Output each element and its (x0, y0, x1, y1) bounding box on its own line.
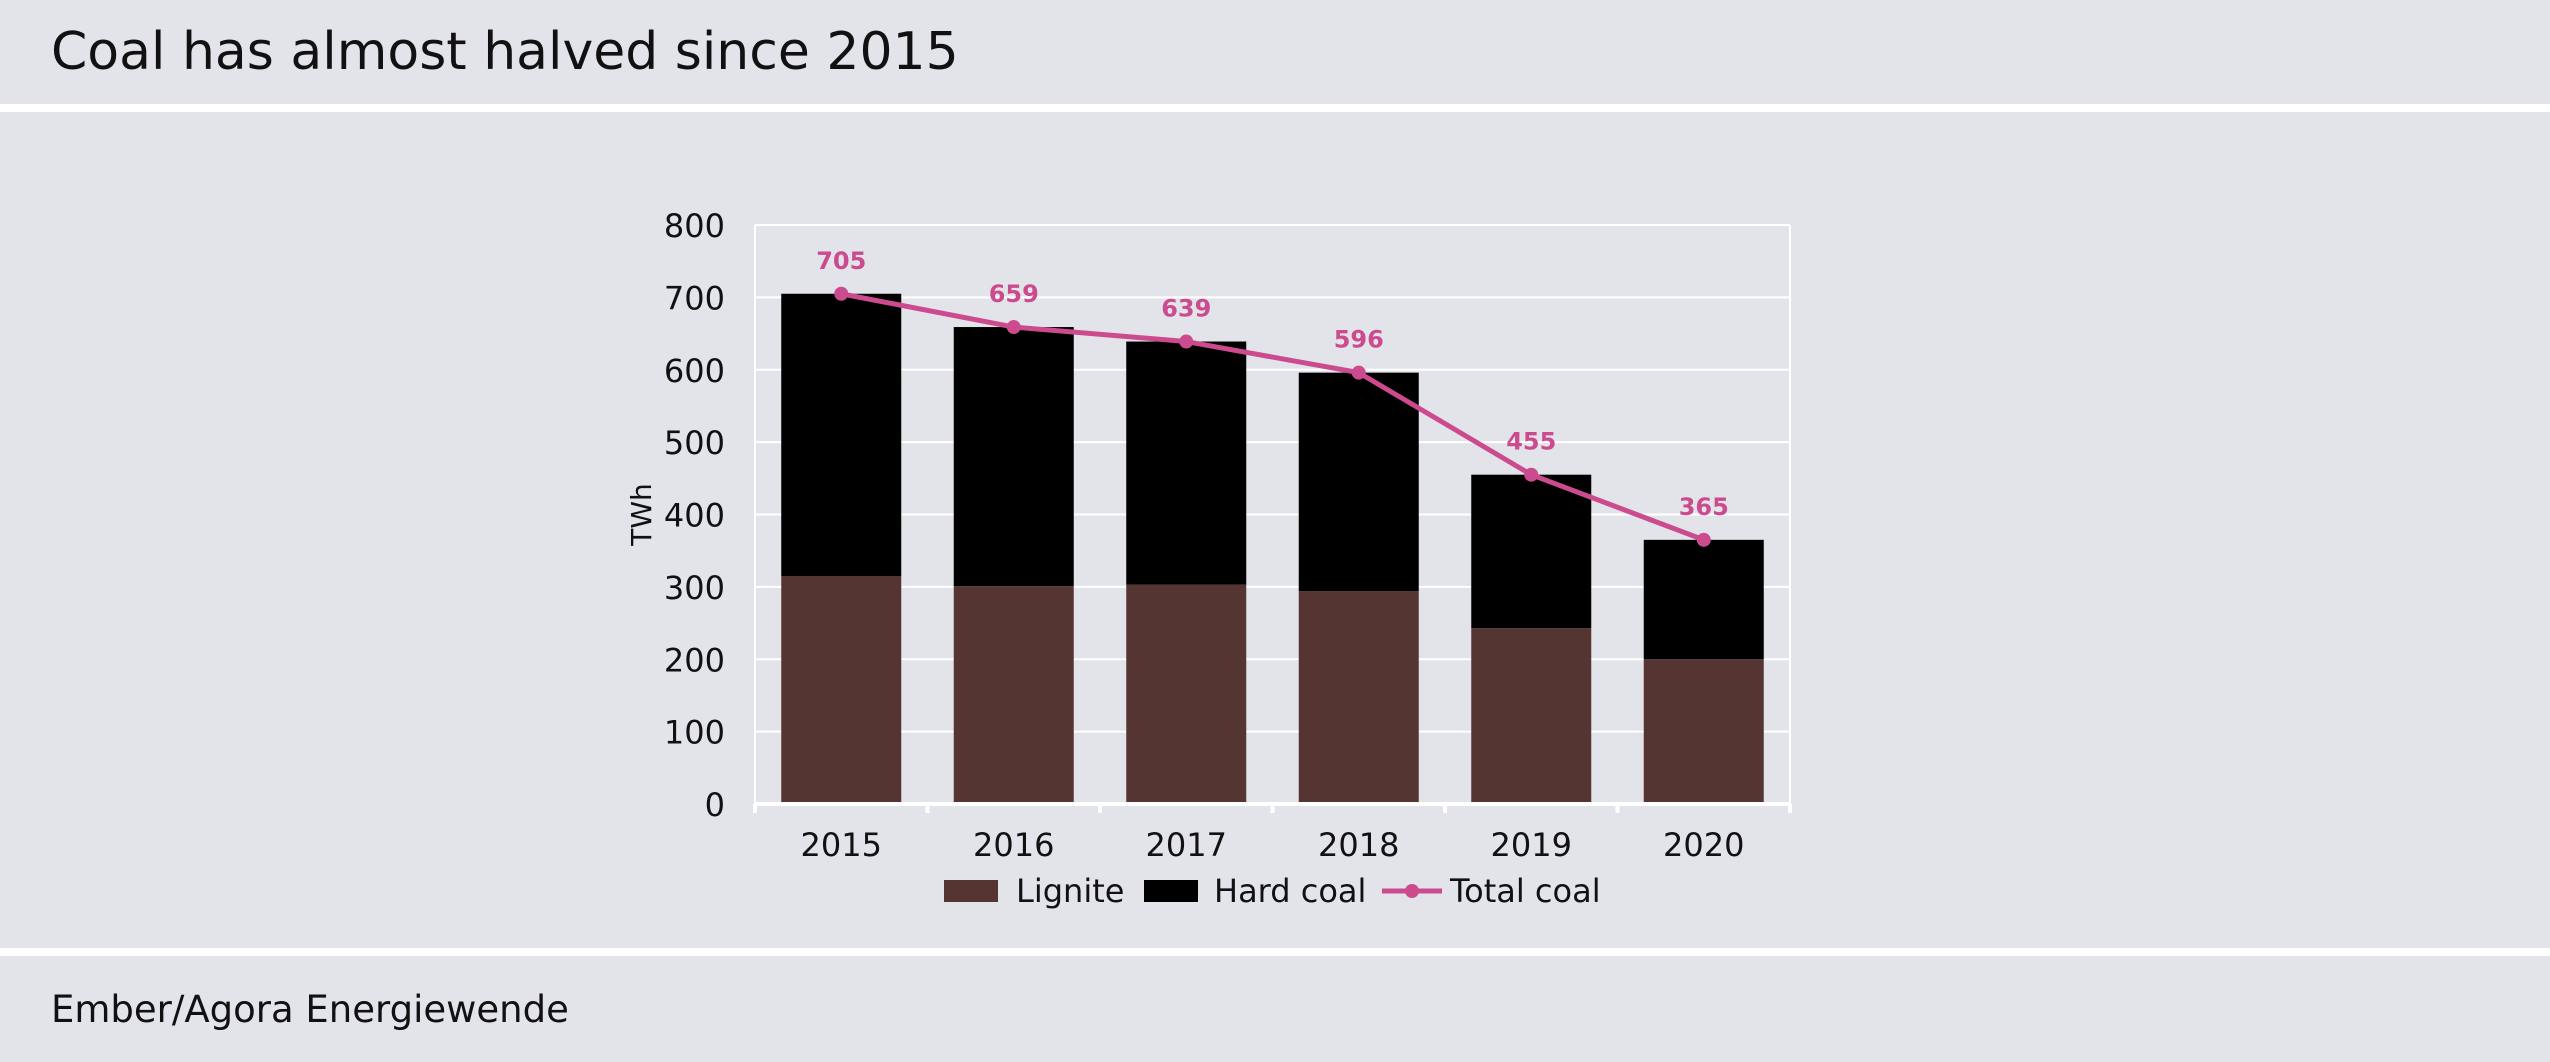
y-tick-label: 400 (664, 497, 725, 535)
x-tick-label: 2019 (1491, 826, 1572, 864)
top-separator (0, 104, 2550, 112)
y-tick-label: 200 (664, 641, 725, 679)
data-label-total-coal: 596 (1334, 326, 1384, 354)
bottom-separator (0, 948, 2550, 956)
y-tick-label: 100 (664, 714, 725, 752)
bar-lignite (1643, 659, 1764, 804)
point-total-coal (834, 286, 849, 301)
bar-lignite (953, 586, 1074, 804)
chart-title: Coal has almost halved since 2015 (51, 22, 959, 82)
point-total-coal (1696, 532, 1711, 547)
point-total-coal (1006, 320, 1021, 335)
y-tick-label: 800 (664, 207, 725, 245)
x-tick-label: 2017 (1146, 826, 1227, 864)
bar-hard-coal (1126, 341, 1247, 585)
y-tick-label: 0 (705, 786, 725, 824)
x-tick-label: 2018 (1318, 826, 1399, 864)
y-tick-label: 600 (664, 352, 725, 390)
data-label-total-coal: 639 (1161, 295, 1211, 323)
point-total-coal (1524, 467, 1539, 482)
chart-area: 0 100 200 300 400 500 600 700 800 TWh 2015 2016 2017… (0, 112, 2550, 948)
legend-label-total-coal: Total coal (1449, 872, 1601, 910)
bar-hard-coal (1471, 474, 1592, 629)
x-tick-label: 2015 (801, 826, 882, 864)
legend-marker-total-coal (1405, 884, 1419, 898)
source-label: Ember/Agora Energiewende (51, 988, 569, 1031)
data-label-total-coal: 455 (1506, 428, 1556, 456)
bar-hard-coal (781, 293, 902, 577)
legend-label-hard-coal: Hard coal (1214, 872, 1366, 910)
point-total-coal (1179, 334, 1194, 349)
legend-swatch-lignite (944, 880, 998, 902)
bar-hard-coal (1643, 539, 1764, 660)
data-label-total-coal: 659 (989, 280, 1039, 308)
data-label-total-coal: 705 (816, 247, 866, 275)
point-total-coal (1351, 365, 1366, 380)
legend-label-lignite: Lignite (1016, 872, 1124, 910)
bar-hard-coal (953, 327, 1074, 587)
y-tick-label: 700 (664, 279, 725, 317)
x-tick-label: 2020 (1663, 826, 1744, 864)
bar-lignite (1126, 584, 1247, 804)
bar-lignite (1298, 591, 1419, 804)
data-label-total-coal: 365 (1679, 493, 1729, 521)
bar-lignite (1471, 628, 1592, 804)
line-total-coal (840, 291, 1705, 543)
y-tick-label: 500 (664, 424, 725, 462)
y-tick-label: 300 (664, 569, 725, 607)
bar-lignite (781, 576, 902, 804)
coal-chart: 0 100 200 300 400 500 600 700 800 TWh 2015 2016 2017… (625, 207, 1792, 910)
legend-swatch-hard-coal (1144, 880, 1198, 902)
title-band: Coal has almost halved since 2015 (0, 0, 2550, 104)
y-axis-title: TWh (625, 483, 658, 547)
x-tick-label: 2016 (973, 826, 1054, 864)
bar-hard-coal (1298, 372, 1419, 592)
